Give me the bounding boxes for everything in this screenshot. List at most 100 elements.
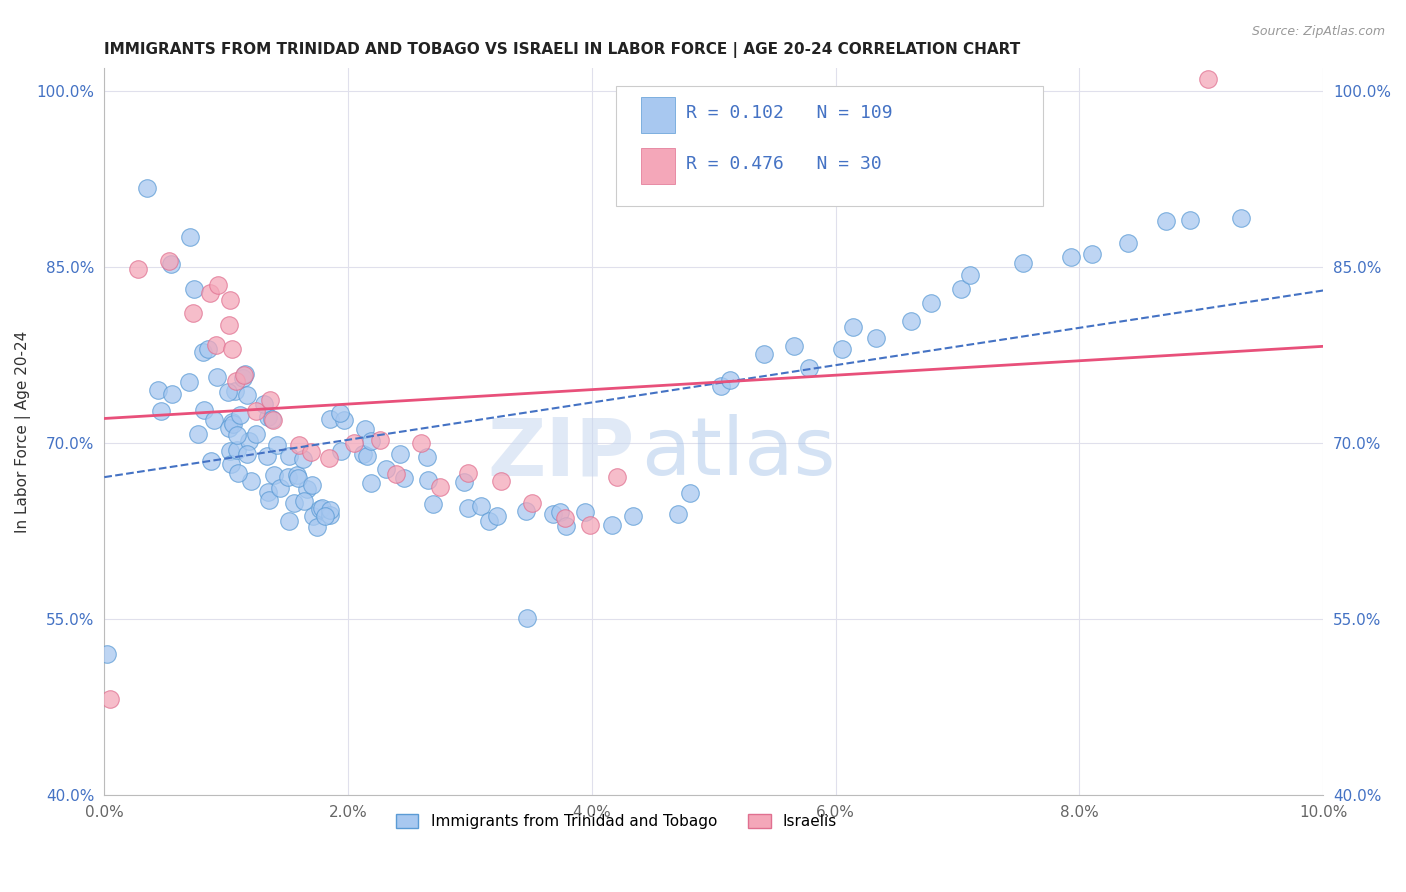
Point	[238, 434, 260, 448]
Point	[309, 502, 332, 516]
Point	[259, 393, 281, 408]
Point	[232, 368, 254, 383]
Point	[162, 387, 184, 401]
Point	[253, 397, 276, 411]
Text: atlas: atlas	[641, 415, 835, 492]
Point	[783, 338, 806, 352]
Point	[307, 520, 329, 534]
Point	[292, 494, 315, 508]
Point	[679, 485, 702, 500]
Point	[233, 367, 256, 381]
Point	[221, 415, 243, 429]
Point	[179, 229, 201, 244]
Point	[179, 376, 201, 390]
Point	[160, 257, 183, 271]
Point	[368, 433, 391, 447]
Text: R = 0.102   N = 109: R = 0.102 N = 109	[686, 104, 893, 122]
Point	[98, 692, 121, 706]
Point	[422, 498, 444, 512]
Point	[554, 519, 576, 533]
Point	[193, 403, 215, 417]
Point	[385, 467, 408, 481]
Point	[240, 474, 263, 488]
Point	[352, 448, 374, 462]
Point	[299, 445, 322, 459]
Point	[360, 475, 382, 490]
Point	[478, 514, 501, 528]
Point	[343, 436, 366, 450]
Point	[127, 262, 149, 277]
Point	[356, 450, 378, 464]
Point	[752, 346, 775, 360]
Point	[959, 268, 981, 282]
Point	[236, 447, 259, 461]
Point	[318, 508, 340, 522]
Point	[920, 296, 942, 310]
Point	[831, 343, 853, 357]
Point	[148, 383, 170, 397]
Point	[226, 428, 249, 442]
Point	[329, 443, 352, 458]
Point	[579, 518, 602, 533]
Point	[278, 514, 301, 528]
Point	[329, 406, 352, 420]
FancyBboxPatch shape	[616, 86, 1043, 206]
Point	[666, 508, 689, 522]
Point	[457, 501, 479, 516]
Text: R = 0.476   N = 30: R = 0.476 N = 30	[686, 155, 882, 173]
Point	[149, 404, 172, 418]
Point	[197, 342, 219, 356]
Point	[409, 435, 432, 450]
Point	[207, 277, 229, 292]
Point	[388, 447, 411, 461]
Text: Source: ZipAtlas.com: Source: ZipAtlas.com	[1251, 25, 1385, 38]
Point	[606, 469, 628, 483]
Legend: Immigrants from Trinidad and Tobago, Israelis: Immigrants from Trinidad and Tobago, Isr…	[389, 808, 844, 835]
Point	[287, 471, 309, 485]
Point	[228, 466, 250, 480]
Point	[224, 384, 246, 398]
Point	[554, 511, 576, 525]
Point	[1178, 212, 1201, 227]
Point	[319, 502, 342, 516]
Point	[799, 361, 821, 376]
Point	[232, 371, 254, 385]
Point	[226, 442, 249, 457]
Point	[1080, 246, 1102, 260]
Point	[245, 404, 267, 418]
Point	[319, 412, 342, 426]
Y-axis label: In Labor Force | Age 20-24: In Labor Force | Age 20-24	[15, 330, 31, 533]
Point	[221, 342, 243, 356]
Point	[491, 475, 513, 489]
Point	[333, 413, 356, 427]
Point	[374, 462, 396, 476]
Point	[236, 388, 259, 402]
Point	[950, 282, 973, 296]
Point	[311, 501, 333, 516]
Point	[318, 451, 340, 466]
Text: ZIP: ZIP	[488, 415, 634, 492]
Point	[295, 482, 318, 496]
Point	[193, 344, 215, 359]
Text: IMMIGRANTS FROM TRINIDAD AND TOBAGO VS ISRAELI IN LABOR FORCE | AGE 20-24 CORREL: IMMIGRANTS FROM TRINIDAD AND TOBAGO VS I…	[104, 42, 1021, 58]
Point	[256, 484, 278, 499]
Point	[710, 379, 733, 393]
Point	[900, 313, 922, 327]
Point	[262, 413, 284, 427]
Point	[574, 505, 596, 519]
Point	[259, 493, 281, 508]
Point	[541, 507, 564, 521]
Point	[865, 331, 887, 345]
Point	[245, 427, 267, 442]
Point	[157, 254, 180, 268]
Point	[183, 282, 205, 296]
Point	[257, 410, 280, 425]
Point	[219, 293, 242, 307]
Point	[283, 496, 305, 510]
Point	[219, 458, 242, 472]
Point	[266, 438, 288, 452]
Point	[1012, 256, 1035, 270]
Point	[217, 385, 239, 400]
Point	[96, 647, 118, 661]
Point	[360, 434, 382, 449]
